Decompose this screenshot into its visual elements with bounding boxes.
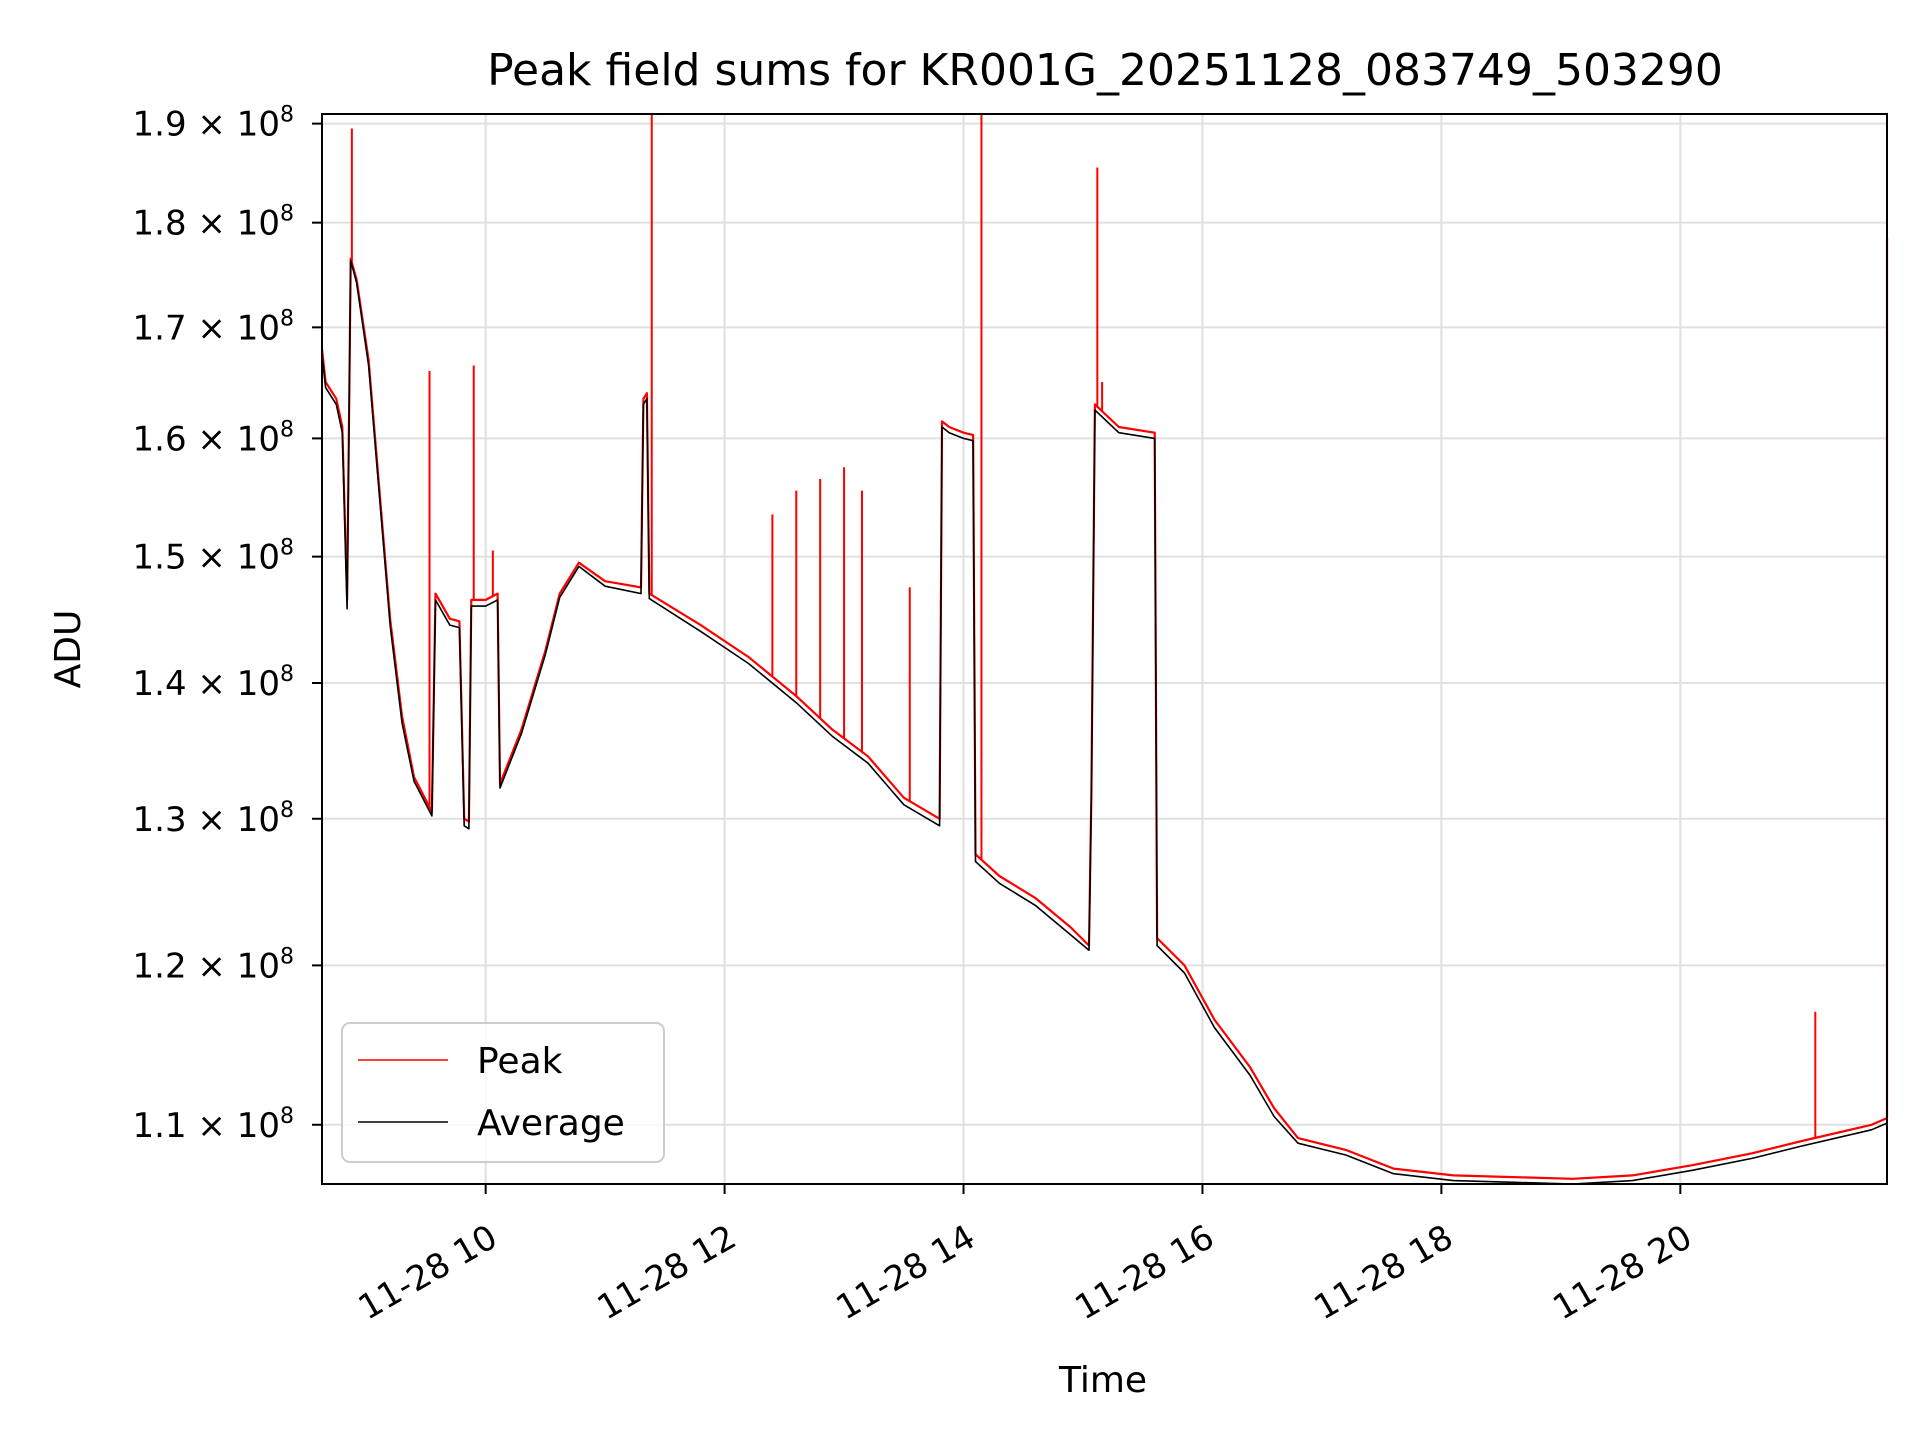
y-tick-mantissa: 1.7 × 10 xyxy=(133,308,280,348)
y-tick-mantissa: 1.4 × 10 xyxy=(133,664,280,704)
grid xyxy=(322,114,1887,1184)
y-tick-mantissa: 1.5 × 10 xyxy=(133,538,280,578)
y-tick-exponent: 8 xyxy=(280,417,294,442)
y-tick-label: 1.4 × 108 xyxy=(133,662,294,704)
y-tick-mantissa: 1.1 × 10 xyxy=(133,1106,280,1146)
y-tick-exponent: 8 xyxy=(280,1104,294,1129)
y-tick-mantissa: 1.3 × 10 xyxy=(133,800,280,840)
legend-peak-label: Peak xyxy=(477,1041,563,1082)
y-tick-mantissa: 1.6 × 10 xyxy=(133,419,280,459)
y-tick-exponent: 8 xyxy=(280,536,294,561)
y-tick-label: 1.9 × 108 xyxy=(133,103,294,145)
y-tick-label: 1.6 × 108 xyxy=(133,417,294,459)
y-tick-label: 1.5 × 108 xyxy=(133,536,294,578)
chart-title: Peak field sums for KR001G_20251128_0837… xyxy=(487,45,1723,96)
y-tick-exponent: 8 xyxy=(280,944,294,969)
x-axis-label: Time xyxy=(1058,1360,1147,1401)
y-tick-mantissa: 1.8 × 10 xyxy=(133,204,280,244)
y-axis-label: ADU xyxy=(48,610,89,689)
y-tick-label: 1.1 × 108 xyxy=(133,1104,294,1146)
y-tick-exponent: 8 xyxy=(280,662,294,687)
y-tick-label: 1.2 × 108 xyxy=(133,944,294,986)
y-tick-label: 1.3 × 108 xyxy=(133,798,294,840)
y-tick-label: 1.7 × 108 xyxy=(133,306,294,348)
y-tick-mantissa: 1.9 × 10 xyxy=(133,105,280,145)
y-tick-exponent: 8 xyxy=(280,798,294,823)
axes-frame xyxy=(321,113,1888,1185)
legend-box xyxy=(341,1022,665,1163)
y-tick-exponent: 8 xyxy=(280,103,294,128)
legend-average-label: Average xyxy=(477,1103,625,1144)
y-tick-mantissa: 1.2 × 10 xyxy=(133,946,280,986)
y-tick-label: 1.8 × 108 xyxy=(133,202,294,244)
y-tick-exponent: 8 xyxy=(280,306,294,331)
legend: Peak Average xyxy=(341,1022,665,1163)
y-tick-exponent: 8 xyxy=(280,202,294,227)
